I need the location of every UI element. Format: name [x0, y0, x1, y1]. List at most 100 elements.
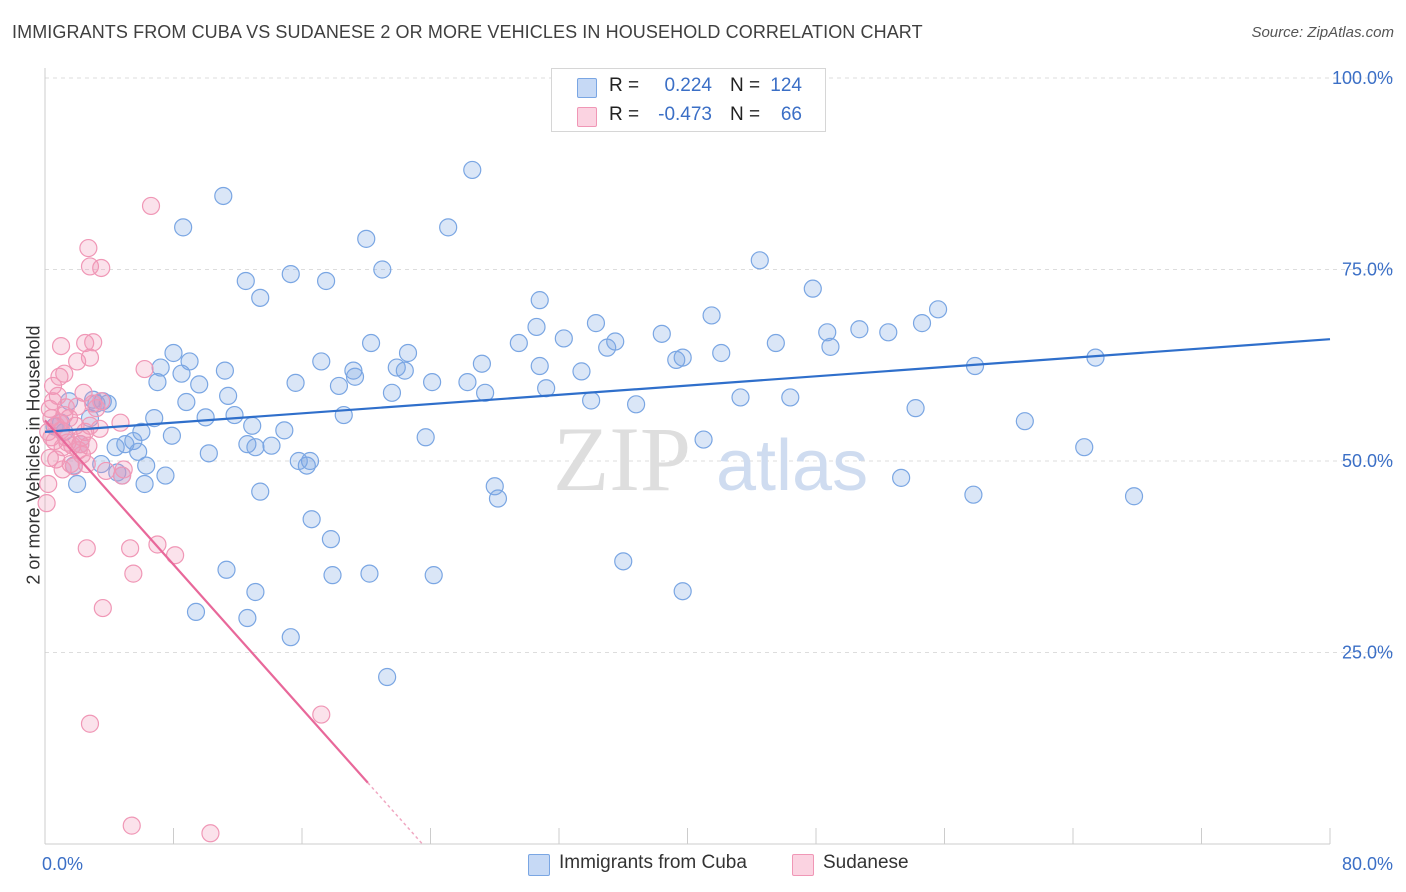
cuba-point — [281, 628, 300, 647]
cuba-point — [694, 430, 713, 449]
cuba-point — [199, 444, 218, 463]
trend-layer — [44, 338, 1331, 845]
legend-n-label: N = — [730, 104, 761, 125]
cuba-point — [530, 291, 549, 310]
legend-n-label: N = — [730, 75, 761, 96]
cuba-point — [928, 300, 948, 319]
cuba-point — [262, 436, 281, 455]
cuba-point — [850, 320, 869, 339]
sudanese-point — [53, 460, 72, 479]
cuba-point — [190, 375, 209, 394]
cuba-point — [458, 373, 477, 392]
cuba-point — [345, 367, 365, 386]
cuba-point — [463, 160, 482, 180]
sudanese-point — [141, 196, 161, 216]
legend-r-label: R = — [609, 75, 640, 96]
sudanese-point — [47, 450, 66, 469]
cuba-point — [614, 552, 633, 571]
cuba-point — [416, 428, 435, 447]
cuba-point — [275, 421, 294, 440]
cuba-point — [439, 218, 458, 237]
cuba-point — [398, 343, 418, 363]
cuba-point — [582, 391, 601, 410]
cuba-point — [360, 564, 379, 583]
sudanese-point — [124, 564, 143, 583]
cuba-point — [246, 582, 265, 602]
cuba-point — [382, 383, 402, 402]
watermark-zip: ZIP — [553, 408, 691, 510]
cuba-point — [219, 386, 238, 405]
cuba-point — [476, 383, 495, 402]
grid-layer — [45, 77, 1393, 653]
cuba-point — [892, 468, 911, 487]
sudanese-trend-extension — [367, 782, 424, 845]
points-layer — [37, 160, 1144, 843]
sudanese-point — [84, 333, 103, 352]
cuba-point — [423, 373, 442, 392]
sudanese-point — [51, 337, 71, 356]
cuba-point — [906, 399, 925, 418]
cuba-point — [378, 667, 397, 687]
cuba-point — [156, 466, 175, 485]
cuba-point — [781, 388, 800, 407]
cuba-point — [530, 356, 549, 376]
cuba-point — [373, 260, 392, 279]
source-credit: Source: ZipAtlas.com — [1251, 24, 1394, 41]
cuba-point — [879, 323, 898, 342]
cuba-point — [174, 218, 193, 237]
cuba-point — [1124, 487, 1144, 506]
cuba-point — [818, 323, 837, 342]
cuba-point — [238, 608, 257, 628]
cuba-point — [186, 602, 206, 622]
cuba-point — [395, 361, 414, 380]
legend-swatch-sudanese — [577, 107, 597, 127]
cuba-point — [217, 560, 236, 579]
sudanese-point — [92, 258, 111, 278]
cuba-point — [586, 314, 606, 333]
cuba-point — [424, 566, 443, 585]
cuba-point — [177, 392, 196, 412]
cuba-point — [135, 474, 154, 494]
cuba-point — [766, 333, 785, 353]
sudanese-point — [43, 376, 63, 396]
cuba-point — [137, 456, 156, 475]
cuba-point — [251, 482, 270, 501]
cuba-point — [731, 388, 750, 407]
legend-swatch-cuba — [577, 78, 597, 98]
cuba-point — [488, 489, 508, 508]
cuba-point — [302, 510, 321, 529]
sudanese-point — [121, 539, 140, 558]
sudanese-point — [55, 405, 74, 425]
sudanese-point — [77, 454, 96, 474]
cuba-point — [537, 379, 556, 398]
y-tick-label: 100.0% — [1332, 68, 1393, 88]
cuba-point — [344, 361, 363, 380]
sudanese-point — [92, 392, 111, 411]
cuba-point — [286, 373, 305, 392]
y-tick-label: 25.0% — [1342, 643, 1393, 663]
cuba-point — [145, 409, 164, 428]
cuba-point — [527, 317, 546, 337]
cuba-point — [68, 474, 87, 494]
cuba-point — [673, 348, 692, 367]
cuba-point — [912, 314, 932, 333]
cuba-point — [572, 362, 591, 381]
legend-n-value: 124 — [770, 75, 802, 96]
cuba-point — [1015, 412, 1034, 431]
sudanese-point — [77, 539, 96, 558]
cuba-point — [151, 358, 170, 377]
axis-layer — [44, 68, 1331, 845]
sudanese-point — [56, 398, 75, 417]
cuba-point — [652, 324, 671, 343]
cuba-point — [246, 438, 265, 457]
legend-row-cuba: R = 0.224 N = 124 — [552, 71, 825, 101]
sudanese-point — [79, 238, 98, 258]
correlation-legend: R = 0.224 N = 124 R = -0.473 N = 66 — [551, 68, 826, 132]
cuba-point — [214, 186, 233, 206]
bottom-legend-label-cuba: Immigrants from Cuba — [559, 852, 747, 873]
cuba-point — [357, 229, 376, 248]
legend-r-label: R = — [609, 104, 640, 125]
cuba-point — [281, 264, 300, 284]
sudanese-point — [122, 816, 141, 835]
